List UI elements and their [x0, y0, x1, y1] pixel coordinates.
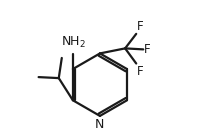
Text: N: N [95, 118, 105, 131]
Text: F: F [137, 20, 144, 33]
Text: F: F [144, 43, 151, 56]
Text: NH$_2$: NH$_2$ [61, 35, 86, 50]
Text: F: F [137, 64, 144, 77]
